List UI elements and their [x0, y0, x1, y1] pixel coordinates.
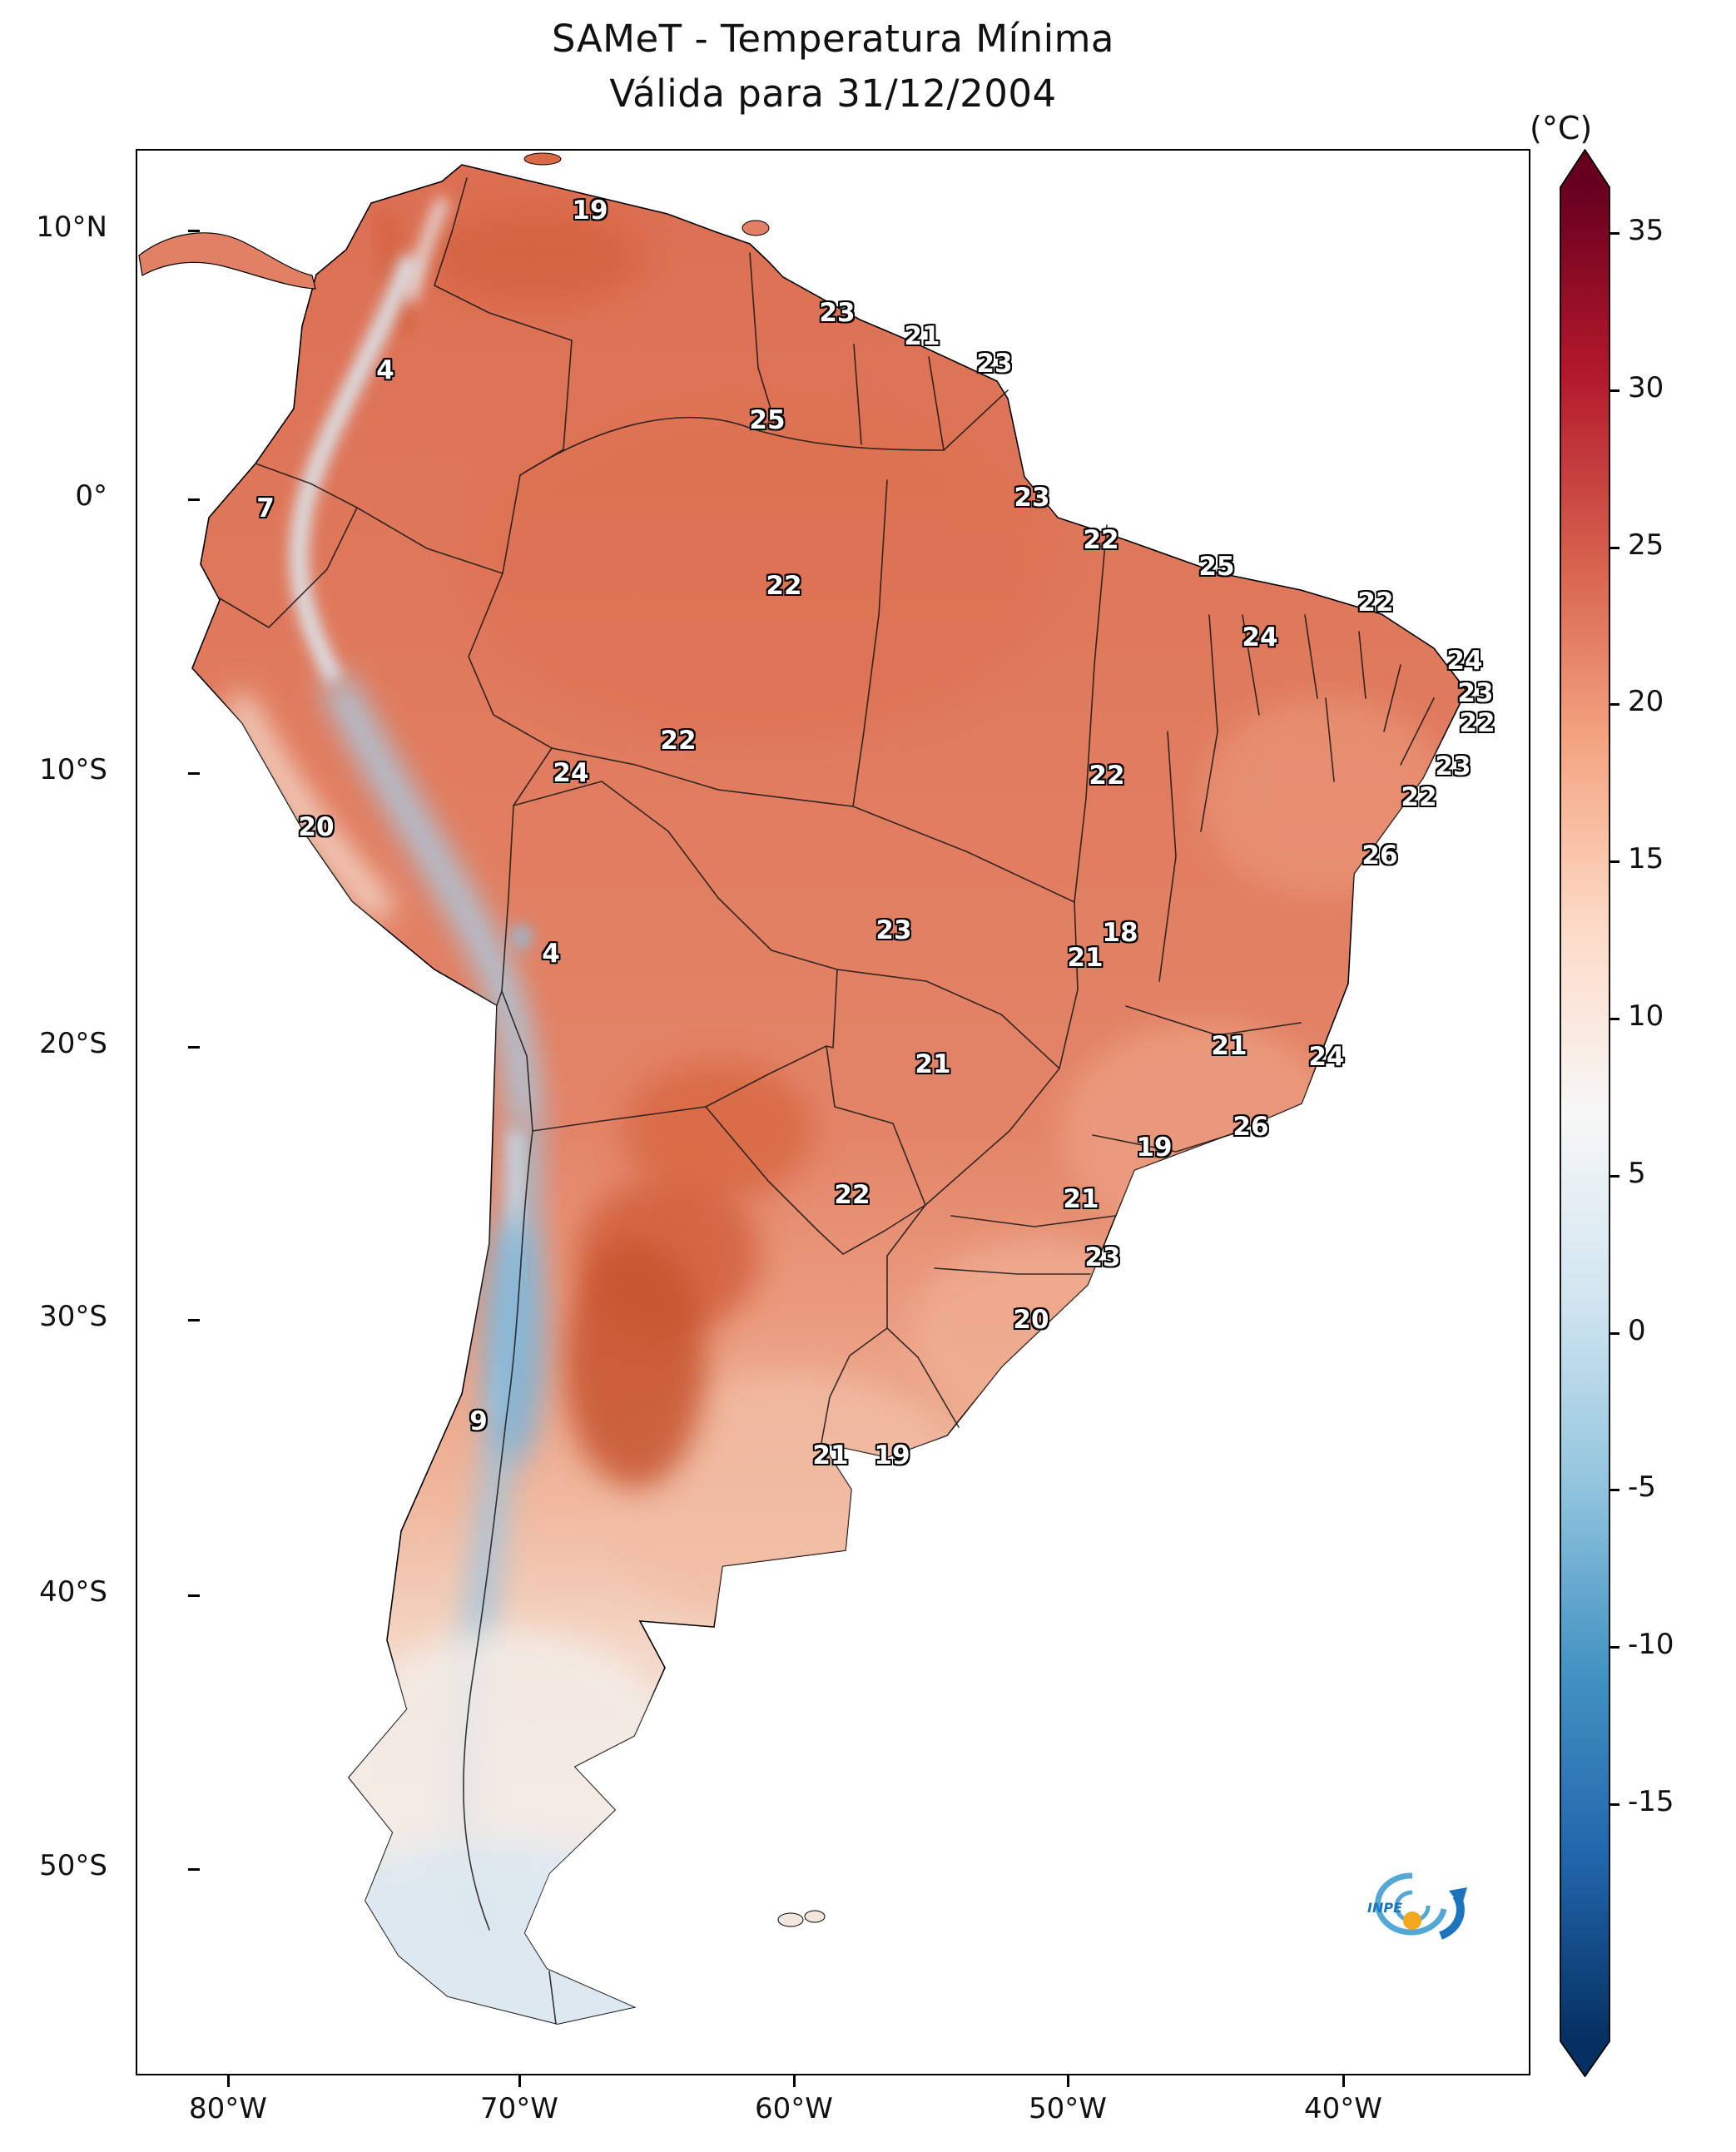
temperature-label: 22	[660, 726, 697, 756]
temperature-label: 23	[1084, 1242, 1121, 1272]
colorbar-tick-mark	[1609, 1018, 1619, 1020]
temperature-label: 19	[874, 1440, 910, 1470]
temperature-label: 23	[819, 298, 856, 328]
temperature-label: 21	[1063, 1184, 1099, 1214]
colorbar-tick-mark	[1609, 1646, 1619, 1649]
colorbar-tick-label: 15	[1628, 842, 1664, 875]
y-tick-label: 10°S	[39, 753, 107, 786]
colorbar-tick-mark	[1609, 1803, 1619, 1806]
temperature-label: 23	[875, 915, 912, 945]
temperature-label: 20	[1013, 1305, 1049, 1335]
temperature-label: 21	[812, 1440, 849, 1470]
temperature-label: 21	[904, 321, 940, 351]
colorbar	[1560, 149, 1610, 2077]
colorbar-tick-label: 35	[1628, 214, 1664, 247]
temperature-label: 23	[976, 349, 1013, 379]
colorbar-tick-label: 30	[1628, 371, 1664, 404]
colorbar-tick-mark	[1609, 1175, 1619, 1178]
x-tick-mark	[1342, 2075, 1345, 2087]
x-tick-mark	[227, 2075, 230, 2087]
y-tick-mark	[188, 230, 200, 232]
temperature-label: 22	[1357, 588, 1394, 617]
country-and-state-borders	[219, 177, 1435, 2025]
y-tick-label: 0°	[75, 479, 107, 513]
temperature-label: 26	[1233, 1112, 1269, 1142]
y-tick-mark	[188, 498, 200, 501]
y-tick-label: 40°S	[39, 1575, 107, 1609]
temperature-label: 22	[1089, 761, 1125, 791]
x-tick-label: 60°W	[755, 2092, 833, 2125]
x-tick-label: 70°W	[480, 2092, 558, 2125]
temperature-label: 21	[1211, 1031, 1247, 1061]
temperature-label: 21	[1067, 943, 1104, 973]
temperature-label: 24	[553, 758, 589, 788]
colorbar-tick-label: -15	[1628, 1785, 1674, 1818]
temperature-label: 4	[542, 939, 560, 969]
inpe-logo-text: INPE	[1367, 1900, 1402, 1916]
colorbar-tick-label: -5	[1628, 1470, 1656, 1504]
temperature-label: 22	[1083, 525, 1119, 555]
temperature-label: 20	[298, 812, 335, 842]
temperature-label: 22	[1401, 782, 1437, 812]
colorbar-tick-label: 0	[1628, 1314, 1646, 1347]
y-tick-label: 10°N	[36, 211, 107, 244]
temperature-label: 19	[1136, 1133, 1173, 1163]
temperature-label: 23	[1435, 751, 1471, 781]
south-america-temperature-map: INPE	[138, 152, 1467, 2025]
temperature-label: 25	[1198, 552, 1235, 582]
inpe-logo: INPE	[1367, 1872, 1467, 1940]
temperature-label: 21	[915, 1049, 951, 1079]
colorbar-tick-label: 5	[1628, 1157, 1646, 1190]
temperature-label: 18	[1102, 918, 1138, 948]
temperature-label: 22	[766, 571, 802, 601]
colorbar-tick-label: 20	[1628, 685, 1664, 718]
temperature-label: 4	[376, 355, 394, 385]
colorbar-tick-label: 25	[1628, 528, 1664, 562]
temperature-field-shading	[225, 196, 1451, 2024]
temperature-label: 22	[1459, 708, 1495, 738]
y-tick-mark	[188, 1319, 200, 1321]
colorbar-tick-mark	[1609, 860, 1619, 863]
temperature-label: 7	[256, 493, 275, 523]
colorbar-tick-mark	[1609, 389, 1619, 392]
temperature-label: 23	[1457, 678, 1494, 708]
x-tick-label: 50°W	[1029, 2092, 1107, 2125]
x-tick-mark	[793, 2075, 796, 2087]
temperature-label: 23	[1014, 483, 1050, 513]
figure-title: SAMeT - Temperatura Mínima	[551, 17, 1115, 61]
x-tick-label: 40°W	[1304, 2092, 1382, 2125]
colorbar-tick-mark	[1609, 1489, 1619, 1491]
temperature-label: 24	[1242, 622, 1278, 652]
y-tick-label: 50°S	[39, 1849, 107, 1882]
colorbar-tick-mark	[1609, 1332, 1619, 1335]
x-tick-mark	[518, 2075, 521, 2087]
colorbar-tick-mark	[1609, 547, 1619, 549]
y-tick-label: 30°S	[39, 1300, 107, 1333]
temperature-label: 24	[1446, 646, 1483, 676]
y-tick-label: 20°S	[39, 1027, 107, 1060]
x-tick-label: 80°W	[189, 2092, 267, 2125]
temperature-label: 26	[1362, 840, 1398, 870]
figure-subtitle: Válida para 31/12/2004	[609, 72, 1057, 116]
temperature-label: 25	[749, 405, 786, 435]
colorbar-unit-label: (°C)	[1530, 110, 1593, 146]
temperature-label: 19	[572, 196, 608, 226]
y-tick-mark	[188, 1594, 200, 1597]
temperature-label: 22	[834, 1180, 870, 1210]
colorbar-tick-mark	[1609, 703, 1619, 706]
x-tick-mark	[1067, 2075, 1069, 2087]
temperature-label: 9	[469, 1406, 488, 1436]
y-tick-mark	[188, 1868, 200, 1871]
y-tick-mark	[188, 1046, 200, 1049]
y-tick-mark	[188, 772, 200, 775]
colorbar-tick-label: 10	[1628, 999, 1664, 1033]
colorbar-tick-label: -10	[1628, 1628, 1674, 1661]
temperature-label: 24	[1308, 1042, 1345, 1072]
colorbar-tick-mark	[1609, 232, 1619, 235]
